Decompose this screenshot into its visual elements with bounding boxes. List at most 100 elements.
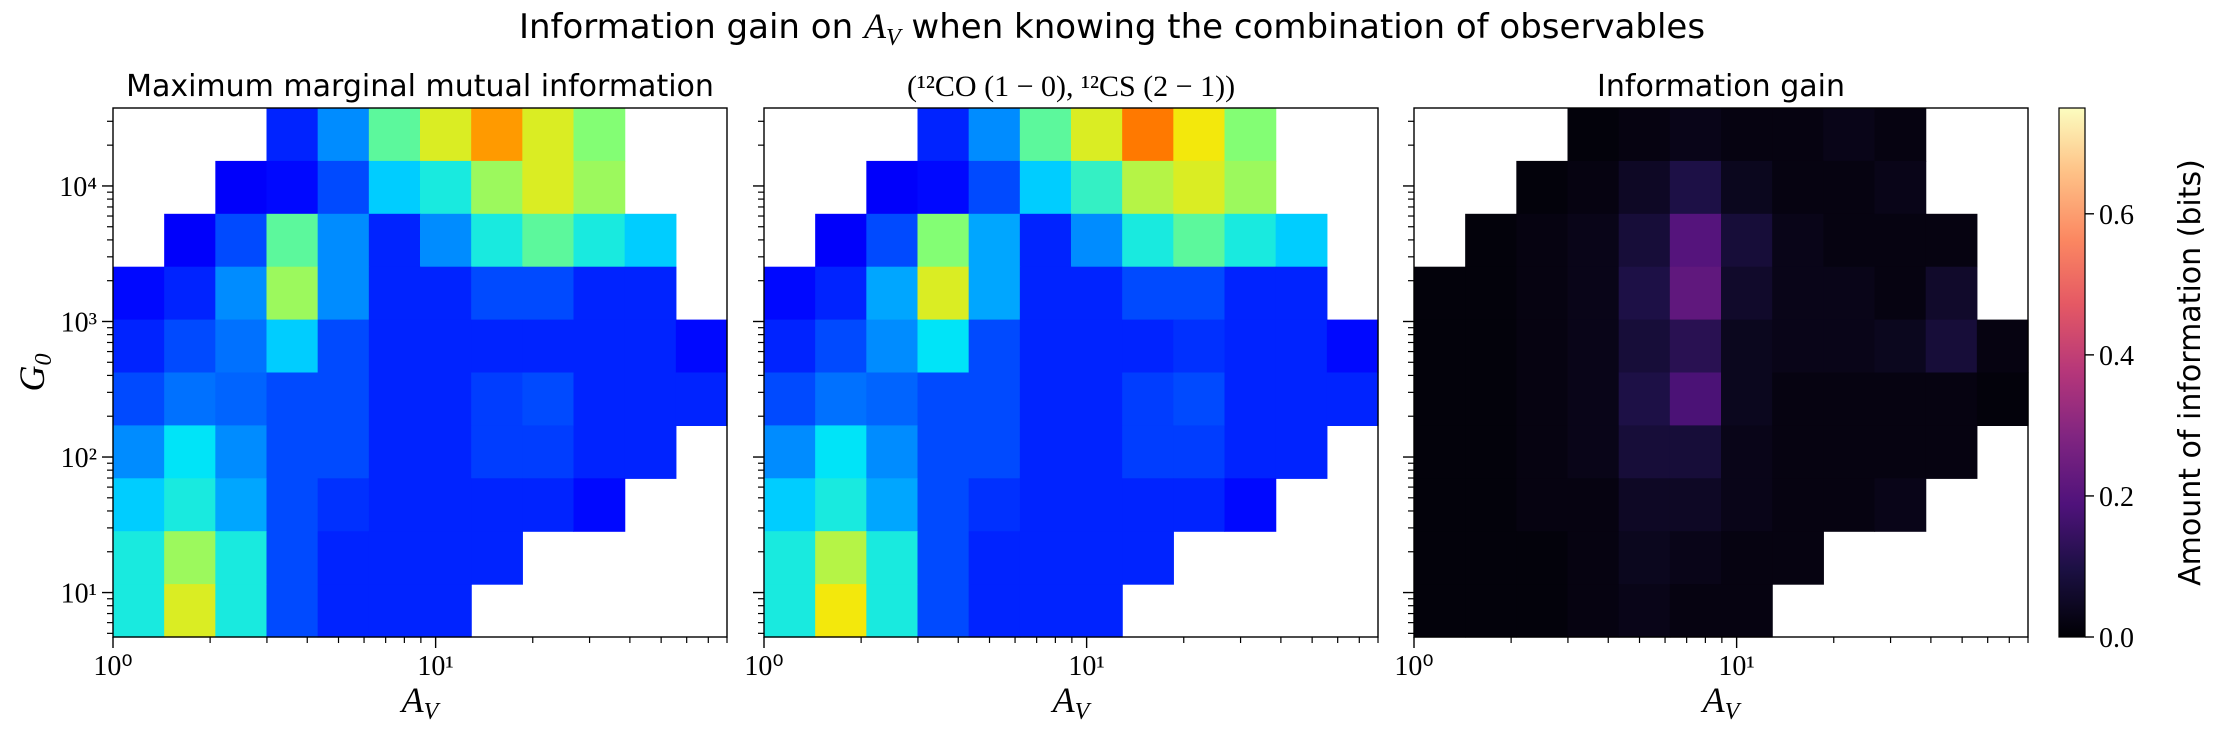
heatmap-cell (1019, 584, 1072, 638)
heatmap-cell (1019, 478, 1072, 532)
heatmap-cell (968, 266, 1021, 321)
heatmap-cell (420, 108, 472, 162)
heatmap-cell (1224, 478, 1277, 532)
heatmap-cell (113, 372, 165, 426)
heatmap-cell (573, 160, 626, 215)
heatmap-cell (866, 531, 919, 585)
heatmap-cell (917, 372, 970, 426)
heatmap-cell (522, 160, 575, 215)
heatmap-cell (215, 531, 268, 585)
heatmap-cell (368, 478, 421, 532)
heatmap-cell (1874, 108, 1927, 162)
heatmap-cell (215, 319, 268, 374)
x-tick-label: 10¹ (1718, 651, 1754, 682)
heatmap-cell (368, 213, 421, 268)
heatmap-cell (317, 478, 370, 532)
heatmap-cell (1516, 266, 1569, 321)
heatmap-cell (1874, 160, 1927, 215)
heatmap-cell (1721, 584, 1773, 638)
heatmap-cell (317, 319, 370, 374)
heatmap-cell (1567, 108, 1620, 162)
heatmap-cell (1071, 266, 1123, 321)
colorbar-tick-label: 0.2 (2099, 482, 2134, 513)
heatmap-cell (1772, 266, 1824, 321)
heatmap-cell (1071, 160, 1123, 215)
heatmap-cell (1925, 372, 1978, 426)
heatmap-cell (866, 266, 919, 321)
heatmap-cell (1925, 213, 1978, 268)
x-axis-label: AV (400, 680, 441, 725)
heatmap-cell (317, 108, 370, 162)
heatmap-cell (471, 425, 523, 479)
heatmap-cell (1669, 584, 1722, 638)
heatmap-cell (113, 266, 165, 321)
heatmap-cell (113, 425, 165, 479)
heatmap-cell (675, 372, 728, 426)
heatmap-cell (1224, 425, 1277, 479)
heatmap-cell (471, 478, 523, 532)
heatmap-cell (1122, 478, 1174, 532)
heatmap-cell (317, 584, 370, 638)
x-tick-label: 10⁰ (744, 651, 783, 682)
heatmap-cell (866, 319, 919, 374)
heatmap-cell (1618, 108, 1671, 162)
heatmap-cell (368, 319, 421, 374)
heatmap-cell (420, 160, 472, 215)
heatmap-cell (1567, 584, 1620, 638)
heatmap-cell (917, 319, 970, 374)
heatmap-cell (1173, 213, 1226, 268)
heatmap-cell (1414, 425, 1466, 479)
x-tick-label: 10¹ (1068, 651, 1104, 682)
heatmap-cell (1669, 108, 1722, 162)
heatmap-cell (573, 425, 626, 479)
heatmap-cell (1414, 372, 1466, 426)
heatmap-cell (1618, 160, 1671, 215)
y-label-sub: 0 (31, 354, 57, 366)
heatmap-cell (866, 213, 919, 268)
heatmap-cell (1173, 319, 1226, 374)
heatmap-cell (968, 108, 1021, 162)
heatmap-cell (1516, 478, 1569, 532)
heatmap-cell (215, 425, 268, 479)
heatmap-cell (573, 266, 626, 321)
heatmap-cell (573, 372, 626, 426)
heatmap-cell (968, 531, 1021, 585)
heatmap-cell (1618, 478, 1671, 532)
heatmap-cell (1874, 478, 1927, 532)
heatmap-cell (1414, 478, 1466, 532)
heatmap-cell (764, 266, 816, 321)
heatmap-cell (215, 266, 268, 321)
x-tick-label: 10⁰ (93, 651, 132, 682)
title-part: V (886, 25, 903, 51)
heatmap-cell (675, 319, 728, 374)
heatmap-cell (1925, 425, 1978, 479)
x-tick-label: 10⁰ (1394, 651, 1433, 682)
heatmap-cell (1669, 213, 1722, 268)
heatmap-cell (471, 108, 523, 162)
heatmap-cell (624, 372, 677, 426)
heatmap-cell (1772, 108, 1824, 162)
heatmap-cell (1618, 531, 1671, 585)
heatmap-cell (1618, 266, 1671, 321)
heatmap-cell (1414, 319, 1466, 374)
heatmap-cell (764, 478, 816, 532)
heatmap-cell (815, 425, 867, 479)
heatmap-cell (164, 584, 216, 638)
heatmap-cell (420, 213, 472, 268)
heatmap-cell (1465, 213, 1517, 268)
heatmap-cell (1071, 372, 1123, 426)
heatmap-cell (215, 584, 268, 638)
heatmap-cell (1618, 213, 1671, 268)
subplot-title: (¹²CO (1 − 0), ¹²CS (2 − 1)) (907, 70, 1235, 103)
heatmap-cell (1465, 266, 1517, 321)
heatmap-cell (1414, 531, 1466, 585)
heatmap-cell (1122, 266, 1174, 321)
heatmap-cell (968, 478, 1021, 532)
heatmap-cell (1823, 108, 1876, 162)
heatmap-cell (1122, 160, 1174, 215)
heatmap-cell (1019, 108, 1072, 162)
heatmap-cell (471, 266, 523, 321)
heatmap-cell (1823, 266, 1876, 321)
heatmap-cell (1122, 372, 1174, 426)
heatmap-cell (1071, 108, 1123, 162)
